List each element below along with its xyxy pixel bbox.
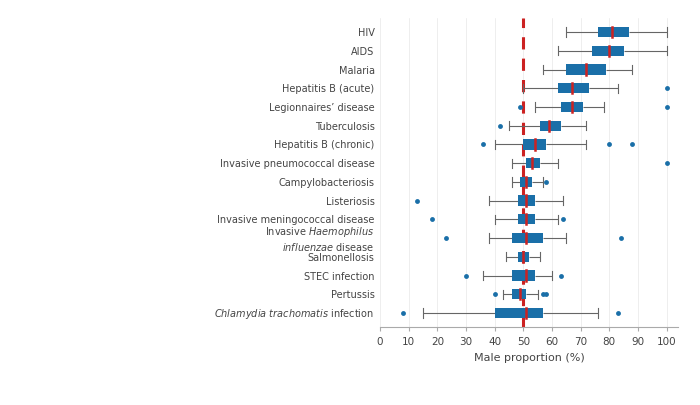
Text: Listeriosis: Listeriosis [326,196,374,206]
FancyBboxPatch shape [517,196,535,206]
Text: Hepatitis B (acute): Hepatitis B (acute) [282,84,374,94]
FancyBboxPatch shape [517,215,535,225]
Text: Invasive pneumococcal disease: Invasive pneumococcal disease [220,159,374,169]
FancyBboxPatch shape [561,102,584,113]
FancyBboxPatch shape [598,28,629,38]
Text: AIDS: AIDS [351,47,374,57]
Text: Tuberculosis: Tuberculosis [314,122,374,131]
FancyBboxPatch shape [512,271,535,281]
Text: Invasive meningococcal disease: Invasive meningococcal disease [217,215,374,225]
Text: STEC infection: STEC infection [304,271,374,281]
X-axis label: Male proportion (%): Male proportion (%) [474,352,584,362]
Text: Hepatitis B (chronic): Hepatitis B (chronic) [274,140,375,150]
FancyBboxPatch shape [558,84,589,94]
Text: HIV: HIV [358,28,374,38]
Text: Salmonellosis: Salmonellosis [307,252,374,262]
FancyBboxPatch shape [517,252,529,262]
FancyBboxPatch shape [524,140,546,150]
FancyBboxPatch shape [566,65,606,75]
FancyBboxPatch shape [520,177,532,188]
FancyBboxPatch shape [512,233,543,244]
FancyBboxPatch shape [526,159,540,169]
FancyBboxPatch shape [512,289,526,300]
Text: $\mathit{Chlamydia\ trachomatis}$ infection: $\mathit{Chlamydia\ trachomatis}$ infect… [214,306,374,320]
FancyBboxPatch shape [592,47,624,57]
Text: Malaria: Malaria [339,65,375,75]
Text: Legionnaires’ disease: Legionnaires’ disease [269,103,374,113]
Text: Pertussis: Pertussis [330,290,374,299]
FancyBboxPatch shape [495,308,543,318]
Text: Campylobacteriosis: Campylobacteriosis [279,177,374,188]
Text: Invasive $\mathit{Haemophilus}$
$\mathit{influenzae}$ disease: Invasive $\mathit{Haemophilus}$ $\mathit… [265,224,374,252]
FancyBboxPatch shape [540,121,561,132]
